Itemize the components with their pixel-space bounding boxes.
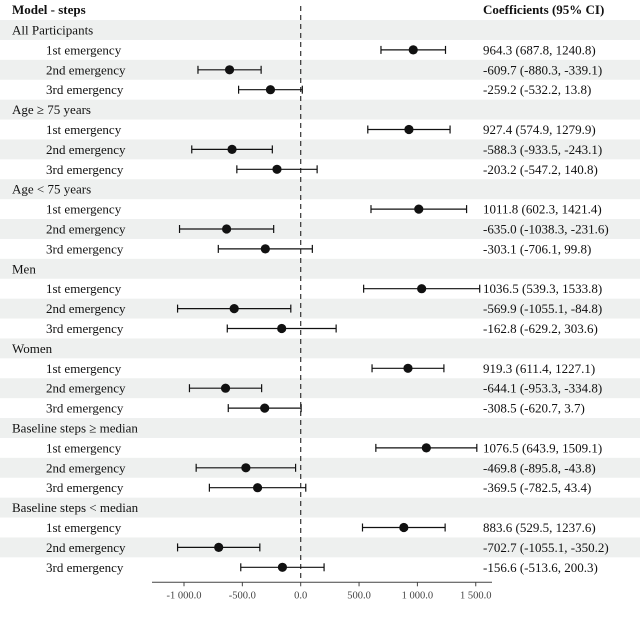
row-stripe (0, 537, 640, 558)
row-label: 1st emergency (46, 202, 122, 217)
estimate-point (277, 562, 288, 572)
coefficient-text: 1076.5 (643.9, 1509.1) (483, 440, 602, 455)
row-label: 2nd emergency (46, 62, 126, 77)
x-tick-label: 500.0 (347, 590, 371, 601)
estimate-point (221, 224, 232, 234)
coefficient-text: 1036.5 (539.3, 1533.8) (483, 281, 602, 296)
coefficient-text: -469.8 (-895.8, -43.8) (483, 460, 596, 475)
row-label: 3rd emergency (46, 480, 124, 495)
row-label: 2nd emergency (46, 301, 126, 316)
coefficient-text: -162.8 (-629.2, 303.6) (483, 321, 598, 336)
row-label: 2nd emergency (46, 142, 126, 157)
row-stripe (0, 298, 640, 319)
x-tick-label: 1 000.0 (402, 590, 434, 601)
estimate-point (408, 45, 418, 55)
x-axis: -1 000.0 -500.0 0.0 500.0 1 000.0 1 500.0 (152, 581, 492, 601)
estimate-point (260, 244, 270, 254)
row-stripe (0, 457, 640, 478)
coefficient-text: -308.5 (-620.7, 3.7) (483, 401, 585, 416)
x-tick-label: -1 000.0 (167, 590, 202, 601)
group-label: Baseline steps < median (12, 500, 139, 515)
estimate-point (265, 85, 276, 95)
row-stripe (0, 139, 640, 160)
estimate-point (220, 383, 231, 393)
estimate-point (404, 124, 414, 135)
row-label: 1st emergency (46, 520, 122, 535)
x-tick-label: -500.0 (229, 590, 256, 601)
header-coefficients-label: Coefficients (95% CI) (483, 2, 604, 17)
row-stripe (0, 219, 640, 239)
coefficient-text: -259.2 (-532.2, 13.8) (483, 82, 591, 97)
row-stripes (0, 20, 640, 558)
row-stripe (0, 179, 640, 200)
header-model-label: Model - steps (12, 2, 86, 17)
row-labels: All Participants 1st emergency 2nd emergen… (12, 23, 139, 575)
group-label: Women (12, 341, 53, 356)
row-label: 2nd emergency (46, 222, 126, 237)
coefficient-text: -156.6 (-513.6, 200.3) (483, 560, 598, 575)
group-label: Men (12, 261, 36, 276)
coefficient-text: -203.2 (-547.2, 140.8) (483, 162, 598, 177)
coefficient-text: 919.3 (611.4, 1227.1) (483, 361, 595, 376)
row-stripe (0, 258, 640, 279)
estimate-point (272, 164, 282, 174)
row-label: 2nd emergency (46, 540, 126, 555)
row-label: 1st emergency (46, 281, 122, 296)
row-label: 2nd emergency (46, 381, 126, 396)
estimate-point (421, 443, 431, 453)
row-label: 3rd emergency (46, 321, 124, 336)
row-label: 3rd emergency (46, 162, 124, 177)
estimate-point (252, 483, 263, 493)
coefficient-text: -588.3 (-933.5, -243.1) (483, 142, 602, 157)
estimate-point (229, 304, 239, 314)
group-label: Baseline steps ≥ median (12, 421, 138, 436)
row-label: 1st emergency (46, 122, 122, 137)
row-label: 3rd emergency (46, 560, 124, 575)
row-stripe (0, 20, 640, 40)
group-label: All Participants (12, 23, 93, 38)
row-label: 1st emergency (46, 361, 122, 376)
estimate-point (241, 463, 251, 473)
estimate-point (260, 403, 270, 413)
row-stripe (0, 497, 640, 518)
coefficient-text: 964.3 (687.8, 1240.8) (483, 42, 596, 57)
row-label: 3rd emergency (46, 401, 124, 416)
estimate-point (399, 522, 409, 533)
row-label: 3rd emergency (46, 241, 124, 256)
estimate-point (403, 363, 413, 373)
group-label: Age < 75 years (12, 182, 91, 197)
coefficient-text: -644.1 (-953.3, -334.8) (483, 381, 602, 396)
coefficient-text: -702.7 (-1055.1, -350.2) (483, 540, 609, 555)
coefficient-text: -369.5 (-782.5, 43.4) (483, 480, 591, 495)
estimate-point (414, 204, 424, 214)
row-label: 1st emergency (46, 440, 122, 455)
coefficient-text: -569.9 (-1055.1, -84.8) (483, 301, 602, 316)
row-stripe (0, 338, 640, 359)
x-tick-label: 0.0 (294, 590, 307, 601)
row-stripe (0, 418, 640, 438)
row-label: 3rd emergency (46, 82, 124, 97)
row-stripe (0, 99, 640, 120)
estimate-point (214, 542, 224, 553)
estimate-point (224, 65, 235, 75)
estimate-point (227, 144, 237, 154)
row-stripe (0, 59, 640, 80)
row-label: 1st emergency (46, 42, 122, 57)
estimate-marks (176, 45, 481, 572)
x-tick-label: 1 500.0 (460, 590, 492, 601)
group-label: Age ≥ 75 years (12, 102, 91, 117)
row-label: 2nd emergency (46, 460, 126, 475)
coefficient-text: 1011.8 (602.3, 1421.4) (483, 202, 602, 217)
coefficient-text: -609.7 (-880.3, -339.1) (483, 62, 602, 77)
coefficient-text: -635.0 (-1038.3, -231.6) (483, 222, 609, 237)
row-stripe (0, 378, 640, 399)
coefficient-text: 927.4 (574.9, 1279.9) (483, 122, 596, 137)
estimate-point (277, 323, 287, 334)
estimate-point (417, 284, 427, 294)
coefficient-texts: 964.3 (687.8, 1240.8) -609.7 (-880.3, -33… (483, 42, 609, 574)
coefficient-text: 883.6 (529.5, 1237.6) (483, 520, 596, 535)
coefficient-text: -303.1 (-706.1, 99.8) (483, 241, 591, 256)
